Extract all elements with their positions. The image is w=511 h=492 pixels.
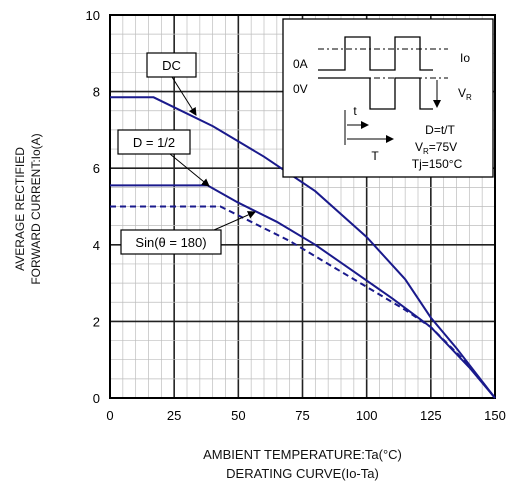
x-tick-label: 0: [106, 408, 113, 423]
x-tick-label: 50: [231, 408, 245, 423]
chart-title: DERATING CURVE(Io-Ta): [226, 466, 379, 481]
x-axis-label: AMBIENT TEMPERATURE:Ta(°C): [203, 447, 402, 462]
x-tick-label: 100: [356, 408, 378, 423]
y-tick-label: 0: [93, 391, 100, 406]
label-0v: 0V: [293, 82, 308, 96]
y-tick-label: 10: [86, 8, 100, 23]
series-line-0: [110, 96, 496, 399]
series-labels: DC D = 1/2 Sin(θ = 180): [117, 52, 256, 255]
sin-label: Sin(θ = 180): [135, 235, 206, 250]
x-tick-label: 25: [167, 408, 181, 423]
label-t: t: [353, 104, 357, 118]
series-layer: [110, 96, 496, 399]
y-axis-label-line1: AVERAGE RECTIFIED: [13, 147, 27, 271]
sin-label-box: [120, 229, 222, 255]
inset-box: [282, 18, 494, 178]
y-tick-label: 4: [93, 238, 100, 253]
d12-label-box: [117, 129, 191, 155]
d12-label: D = 1/2: [133, 135, 175, 150]
y-axis-label: AVERAGE RECTIFIED FORWARD CURRENT:Io(A): [12, 109, 48, 309]
series-line-2: [110, 205, 496, 399]
x-tick-label: 150: [484, 408, 506, 423]
label-vr-value: VR=75V: [415, 140, 457, 156]
x-tick-label: 125: [420, 408, 442, 423]
label-0a: 0A: [293, 57, 308, 71]
voltage-waveform: [318, 77, 433, 110]
label-T: T: [371, 149, 379, 163]
sin-label-arrow: [213, 211, 256, 231]
y-axis-label-line2: FORWARD CURRENT:Io(A): [29, 133, 43, 285]
dc-label-arrow: [171, 76, 197, 116]
x-tick-label: 75: [295, 408, 309, 423]
dc-label-box: [146, 52, 197, 78]
y-tick-label: 2: [93, 314, 100, 329]
dc-label: DC: [162, 58, 181, 73]
current-waveform: [318, 36, 433, 71]
y-tick-label: 8: [93, 85, 100, 100]
label-tj: Tj=150°C: [412, 157, 463, 171]
label-io: Io: [460, 51, 470, 65]
waveform-inset: 0A Io 0V VR t T D=t/T VR=75V Tj=150°C: [282, 18, 494, 178]
d12-label-arrow: [169, 153, 210, 187]
label-duty: D=t/T: [425, 123, 455, 137]
label-vr: VR: [458, 86, 472, 102]
y-tick-label: 6: [93, 161, 100, 176]
